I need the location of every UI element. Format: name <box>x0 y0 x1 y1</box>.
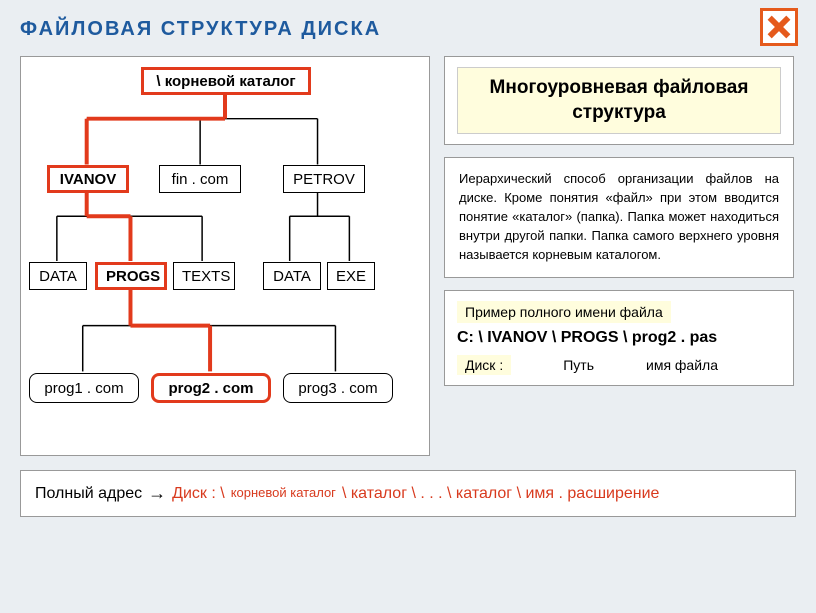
node-root: \ корневой каталог <box>141 67 311 95</box>
page-title: ФАЙЛОВАЯ СТРУКТУРА ДИСКА <box>20 18 796 41</box>
node-petrov: PETROV <box>283 165 365 193</box>
node-data2: DATA <box>263 262 321 290</box>
formula-prefix: Полный адрес <box>35 485 142 503</box>
node-fincom: fin . com <box>159 165 241 193</box>
node-prog1: prog1 . com <box>29 373 139 403</box>
node-exe: EXE <box>327 262 375 290</box>
close-icon <box>765 13 793 41</box>
formula-rest: \ каталог \ . . . \ каталог \ имя . расш… <box>342 485 660 503</box>
heading-panel: Многоуровневая файловая структура <box>444 56 794 145</box>
node-prog2: prog2 . com <box>151 373 271 403</box>
example-panel: Пример полного имени файла C: \ IVANOV \… <box>444 290 794 386</box>
part-path: Путь <box>563 357 594 373</box>
description-panel: Иерархический способ организации файлов … <box>444 157 794 277</box>
structure-heading: Многоуровневая файловая структура <box>457 67 781 134</box>
node-progs: PROGS <box>95 262 167 290</box>
node-ivanov: IVANOV <box>47 165 129 193</box>
close-button[interactable] <box>760 8 798 46</box>
example-path: C: \ IVANOV \ PROGS \ prog2 . pas <box>457 329 781 347</box>
part-disk: Диск : <box>457 355 511 375</box>
formula-disk: Диск : \ <box>172 485 225 503</box>
node-texts: TEXTS <box>173 262 235 290</box>
part-name: имя файла <box>646 357 718 373</box>
arrow-icon: → <box>148 483 166 504</box>
example-label: Пример полного имени файла <box>457 301 671 323</box>
node-prog3: prog3 . com <box>283 373 393 403</box>
description-text: Иерархический способ организации файлов … <box>457 168 781 266</box>
tree-diagram: \ корневой каталог IVANOV fin . com PETROV D… <box>20 56 430 456</box>
address-formula-panel: Полный адрес → Диск : \ корневой каталог… <box>20 470 796 517</box>
node-data1: DATA <box>29 262 87 290</box>
formula-root: корневой каталог <box>231 486 336 500</box>
